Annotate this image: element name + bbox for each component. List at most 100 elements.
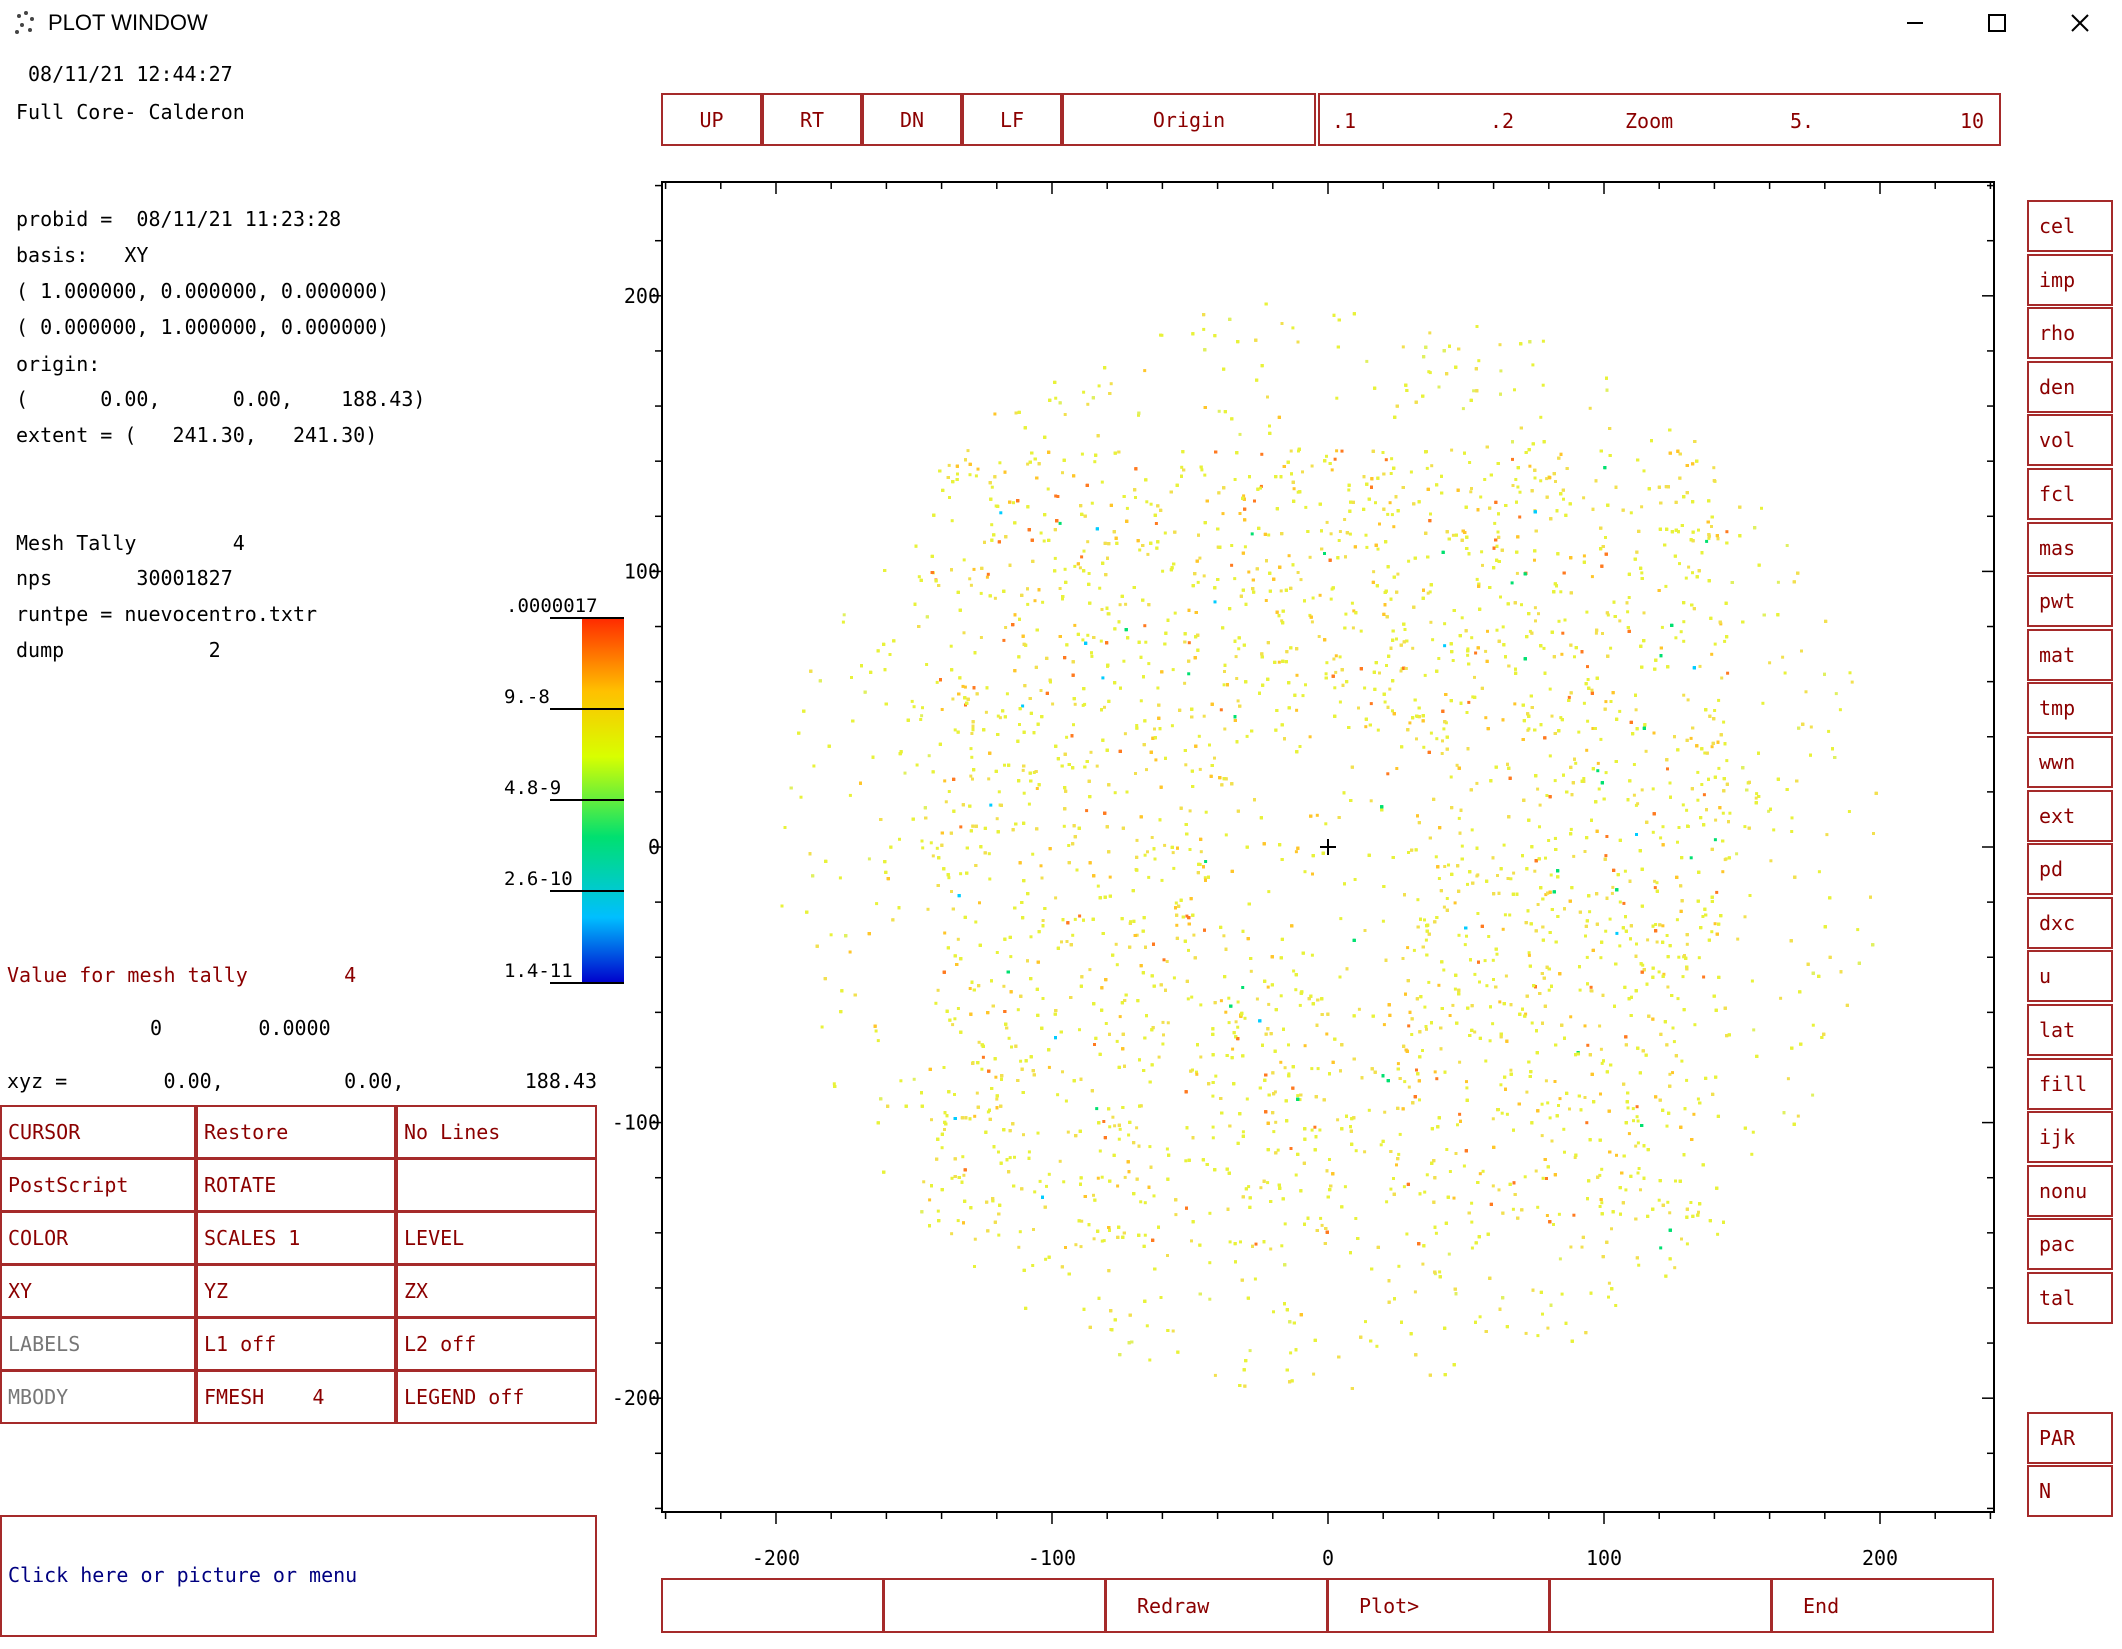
heatmap-cell: [1045, 1184, 1048, 1188]
heatmap-cell: [1254, 1242, 1258, 1246]
heatmap-cell: [1183, 681, 1187, 685]
heatmap-cell: [1235, 677, 1239, 680]
heatmap-cell: [1689, 856, 1693, 860]
nav-button-lf[interactable]: LF: [962, 93, 1062, 146]
zoom-label-0[interactable]: .1: [1332, 109, 1357, 133]
heatmap-cell: [959, 825, 963, 829]
heatmap-cell: [1661, 924, 1665, 928]
heatmap-cell: [1495, 952, 1499, 956]
heatmap-cell: [1685, 1078, 1689, 1082]
heatmap-cell: [1687, 565, 1691, 569]
heatmap-cell: [1499, 1083, 1503, 1087]
heatmap-cell: [1627, 596, 1631, 599]
zoom-bar[interactable]: .1 .2 Zoom 5. 10: [1318, 93, 2001, 146]
heatmap-cell: [1035, 787, 1039, 790]
zoom-label-2[interactable]: Zoom: [1625, 109, 1674, 133]
heatmap-cell: [1058, 1159, 1062, 1163]
heatmap-cell: [1465, 934, 1468, 938]
zoom-label-1[interactable]: .2: [1490, 109, 1515, 133]
heatmap-cell: [1635, 1115, 1639, 1119]
heatmap-cell: [1615, 1153, 1618, 1157]
heatmap-cell: [1548, 687, 1552, 691]
heatmap-cell: [1608, 917, 1612, 921]
heatmap-cell: [1569, 1015, 1573, 1019]
heatmap-cell: [1308, 555, 1312, 559]
heatmap-cell: [1550, 1139, 1554, 1143]
heatmap-cell: [1540, 1102, 1544, 1106]
heatmap-cell: [1433, 1070, 1437, 1074]
heatmap-cell: [1567, 695, 1571, 699]
heatmap-cell: [1228, 1240, 1232, 1244]
heatmap-cell: [1811, 1023, 1815, 1027]
heatmap-cell: [1125, 506, 1129, 510]
heatmap-cell: [1657, 970, 1661, 974]
heatmap-cell: [1721, 870, 1725, 874]
heatmap-cell: [1190, 1239, 1193, 1243]
nav-button-dn[interactable]: DN: [862, 93, 962, 146]
heatmap-cell: [841, 620, 845, 624]
heatmap-cell: [971, 777, 974, 781]
heatmap-cell: [964, 703, 967, 707]
heatmap-cell: [1166, 1021, 1170, 1025]
heatmap-cell: [1707, 536, 1711, 540]
heatmap-cell: [848, 950, 852, 954]
heatmap-cell: [944, 800, 948, 804]
heatmap-cell: [1017, 1245, 1021, 1249]
heatmap-cell: [1170, 724, 1174, 728]
heatmap-cell: [1295, 708, 1299, 712]
heatmap-cell: [1135, 933, 1139, 937]
heatmap-cell: [1717, 766, 1721, 770]
heatmap-cell: [1654, 923, 1658, 926]
heatmap-cell: [1396, 1062, 1400, 1066]
zoom-label-4[interactable]: 10: [1960, 109, 1985, 133]
heatmap-cell: [956, 937, 960, 941]
heatmap-cell: [1351, 626, 1355, 630]
heatmap-cell: [1054, 896, 1058, 900]
heatmap-cell: [1067, 844, 1071, 847]
heatmap-cell: [1536, 1205, 1540, 1209]
heatmap-cell: [1318, 593, 1322, 597]
zoom-label-3[interactable]: 5.: [1790, 109, 1815, 133]
heatmap-cell: [1610, 1227, 1613, 1231]
maximize-button[interactable]: [1957, 0, 2037, 46]
minimize-button[interactable]: [1875, 0, 1955, 46]
heatmap-cell: [1485, 984, 1489, 988]
heatmap-cell: [1508, 913, 1512, 917]
heatmap-cell: [1586, 665, 1589, 669]
heatmap-cell: [1374, 501, 1377, 505]
heatmap-cell: [1276, 1148, 1280, 1152]
heatmap-cell: [1651, 830, 1655, 834]
heatmap-cell: [1073, 702, 1077, 706]
nav-button-up[interactable]: UP: [661, 93, 762, 146]
heatmap-cell: [1573, 655, 1576, 659]
heatmap-cell: [1682, 693, 1686, 697]
heatmap-cell: [874, 1029, 878, 1033]
heatmap-cell: [1289, 449, 1293, 453]
heatmap-cell: [1101, 676, 1105, 680]
heatmap-cell: [930, 1118, 933, 1122]
heatmap-cell: [1222, 683, 1226, 687]
heatmap-cell: [1044, 1257, 1048, 1261]
nav-button-rt[interactable]: RT: [762, 93, 862, 146]
heatmap-cell: [999, 511, 1003, 515]
heatmap-cell: [875, 902, 879, 906]
heatmap-cell: [812, 764, 816, 768]
heatmap-cell: [1723, 858, 1727, 862]
heatmap-cell: [1145, 1324, 1149, 1328]
heatmap-cell: [1047, 1065, 1051, 1069]
heatmap-cell: [921, 706, 924, 710]
heatmap-cell: [1635, 833, 1638, 836]
heatmap-cell: [1238, 432, 1242, 436]
mesh-tally-text: Mesh Tally 4: [16, 531, 245, 555]
heatmap-cell: [1292, 487, 1296, 491]
nav-button-origin[interactable]: Origin: [1062, 93, 1316, 146]
heatmap-cell: [1790, 816, 1794, 820]
heatmap-cell: [1719, 622, 1723, 626]
heatmap-cell: [1221, 512, 1225, 516]
heatmap-cell: [910, 699, 914, 703]
heatmap-cell: [1224, 1010, 1228, 1014]
heatmap-cell: [951, 1023, 955, 1027]
close-button[interactable]: [2040, 0, 2120, 46]
heatmap-cell: [1539, 479, 1543, 483]
